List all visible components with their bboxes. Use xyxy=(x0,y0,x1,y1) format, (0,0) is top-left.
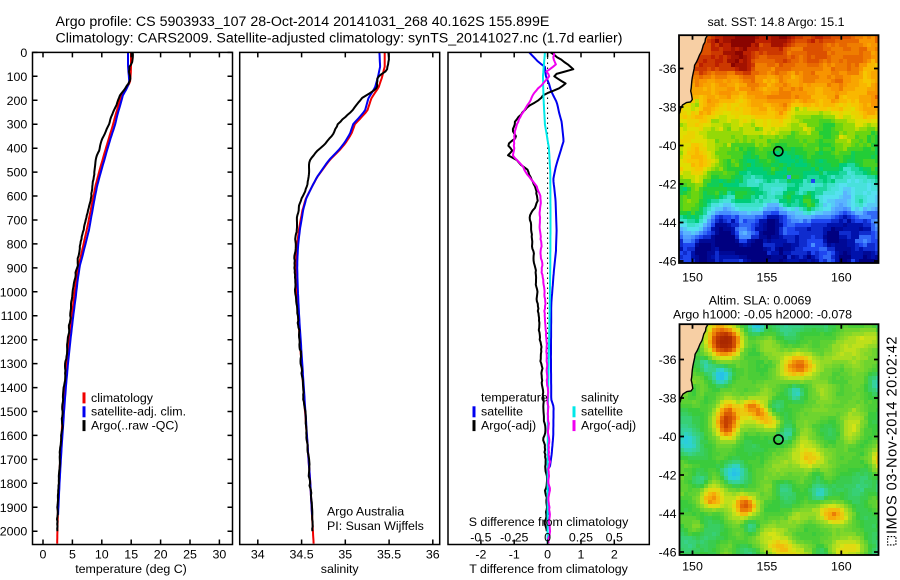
svg-text:T difference from climatology: T difference from climatology xyxy=(469,562,628,576)
svg-text:Argo h1000: -0.05 h2000: -0.07: Argo h1000: -0.05 h2000: -0.078 xyxy=(673,308,852,322)
svg-text:1500: 1500 xyxy=(0,405,27,419)
svg-text:salinity: salinity xyxy=(321,562,360,576)
svg-text:-38: -38 xyxy=(659,392,677,406)
svg-text:-2: -2 xyxy=(475,547,486,561)
svg-text:2000: 2000 xyxy=(0,525,27,539)
svg-text:0: 0 xyxy=(544,547,551,561)
svg-text:10: 10 xyxy=(95,547,109,561)
svg-text:1700: 1700 xyxy=(0,453,27,467)
svg-text:temperature (deg C): temperature (deg C) xyxy=(75,562,187,576)
svg-text:1: 1 xyxy=(577,547,584,561)
svg-text:0.5: 0.5 xyxy=(606,530,623,544)
svg-text:1600: 1600 xyxy=(0,429,27,443)
svg-text:-0.25: -0.25 xyxy=(500,530,528,544)
svg-text:34.5: 34.5 xyxy=(289,547,313,561)
svg-text:Argo profile: CS 5903933_107 2: Argo profile: CS 5903933_107 28-Oct-2014… xyxy=(56,14,550,30)
svg-text:1400: 1400 xyxy=(0,381,27,395)
svg-text:salinity: salinity xyxy=(581,391,620,405)
svg-text:IMOS 03-Nov-2014 20:02:42: IMOS 03-Nov-2014 20:02:42 xyxy=(885,336,900,534)
svg-text:Argo Australia: Argo Australia xyxy=(327,505,404,519)
svg-text:-46: -46 xyxy=(659,255,677,269)
svg-text:satellite: satellite xyxy=(481,405,523,419)
svg-text:Argo(..raw -QC): Argo(..raw -QC) xyxy=(91,419,178,433)
svg-text:-42: -42 xyxy=(659,469,677,483)
svg-text:PI: Susan Wijffels: PI: Susan Wijffels xyxy=(327,519,424,533)
svg-text:-42: -42 xyxy=(659,178,677,192)
svg-text:400: 400 xyxy=(7,142,28,156)
svg-text:Altim. SLA: 0.0069: Altim. SLA: 0.0069 xyxy=(709,294,812,308)
svg-text:300: 300 xyxy=(7,118,28,132)
svg-text:1900: 1900 xyxy=(0,501,27,515)
svg-text:15: 15 xyxy=(124,547,138,561)
svg-text:0: 0 xyxy=(20,46,27,60)
svg-text:satellite-adj. clim.: satellite-adj. clim. xyxy=(91,405,186,419)
svg-text:100: 100 xyxy=(7,70,28,84)
svg-text:1300: 1300 xyxy=(0,357,27,371)
svg-text:-44: -44 xyxy=(659,507,677,521)
svg-text:Climatology: CARS2009. Satelli: Climatology: CARS2009. Satellite-adjuste… xyxy=(56,31,623,47)
svg-text:25: 25 xyxy=(183,547,197,561)
svg-text:900: 900 xyxy=(7,261,28,275)
svg-text:-40: -40 xyxy=(659,430,677,444)
svg-text:20: 20 xyxy=(154,547,168,561)
svg-text:S difference from climatology: S difference from climatology xyxy=(469,515,629,529)
svg-text:34: 34 xyxy=(251,547,265,561)
svg-text:155: 155 xyxy=(757,271,778,285)
svg-text:-40: -40 xyxy=(659,139,677,153)
svg-text:sat. SST: 14.8 Argo: 15.1: sat. SST: 14.8 Argo: 15.1 xyxy=(707,15,844,29)
svg-text:-38: -38 xyxy=(659,101,677,115)
svg-text:36: 36 xyxy=(426,547,440,561)
svg-text:-0.5: -0.5 xyxy=(470,530,491,544)
svg-text:0.25: 0.25 xyxy=(569,530,593,544)
svg-text:temperature: temperature xyxy=(481,391,548,405)
svg-text:30: 30 xyxy=(213,547,227,561)
svg-text:0: 0 xyxy=(40,547,47,561)
svg-text:800: 800 xyxy=(7,237,28,251)
svg-text:2: 2 xyxy=(611,547,618,561)
svg-text:-44: -44 xyxy=(659,216,677,230)
svg-text:700: 700 xyxy=(7,213,28,227)
svg-text:1800: 1800 xyxy=(0,477,27,491)
svg-text:200: 200 xyxy=(7,94,28,108)
svg-text:35: 35 xyxy=(338,547,352,561)
svg-text:1000: 1000 xyxy=(0,285,27,299)
svg-text:600: 600 xyxy=(7,190,28,204)
svg-text:0: 0 xyxy=(544,530,551,544)
svg-text:1100: 1100 xyxy=(1,309,28,323)
svg-text:155: 155 xyxy=(757,560,778,574)
svg-text:climatology: climatology xyxy=(91,391,154,405)
svg-text:500: 500 xyxy=(7,166,28,180)
svg-text:160: 160 xyxy=(831,271,852,285)
svg-text:-36: -36 xyxy=(659,353,677,367)
svg-text:Argo(-adj): Argo(-adj) xyxy=(581,419,636,433)
svg-text:150: 150 xyxy=(682,271,703,285)
svg-text:satellite: satellite xyxy=(581,405,623,419)
svg-text:5: 5 xyxy=(69,547,76,561)
svg-text:-1: -1 xyxy=(509,547,520,561)
svg-text:-46: -46 xyxy=(659,546,677,560)
svg-text:-36: -36 xyxy=(659,62,677,76)
svg-text:1200: 1200 xyxy=(0,333,27,347)
svg-text:160: 160 xyxy=(831,560,852,574)
svg-text:Argo(-adj): Argo(-adj) xyxy=(481,419,536,433)
svg-text:35.5: 35.5 xyxy=(377,547,401,561)
svg-text:150: 150 xyxy=(682,560,703,574)
